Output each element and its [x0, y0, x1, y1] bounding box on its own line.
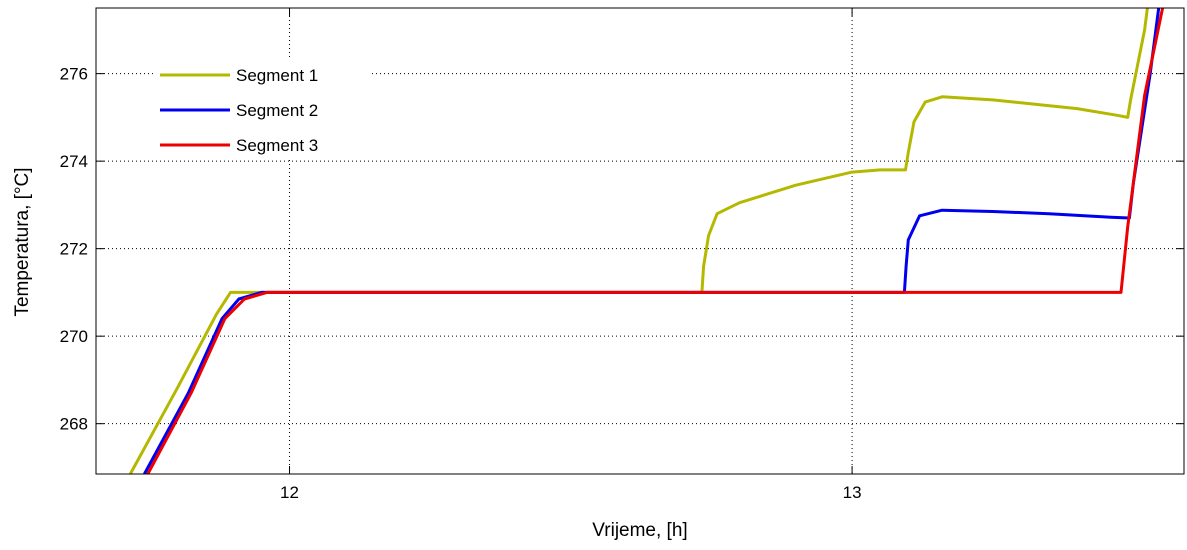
y-tick-label: 268: [60, 415, 88, 434]
legend-label-segment-2: Segment 2: [236, 101, 318, 120]
legend-label-segment-1: Segment 1: [236, 66, 318, 85]
y-tick-label: 276: [60, 65, 88, 84]
x-tick-label: 13: [843, 483, 862, 502]
series-line-segment-3: [146, 8, 1165, 474]
legend: Segment 1 Segment 2 Segment 3: [154, 60, 370, 160]
axes-box: [95, 7, 1185, 475]
y-tick-label: 274: [60, 152, 88, 171]
series-lines: [128, 8, 1165, 474]
x-tick-label: 12: [280, 483, 299, 502]
y-tick-label: 270: [60, 327, 88, 346]
y-axis-label: Temperatura, [°C]: [12, 167, 33, 316]
x-axis-label: Vrijeme, [h]: [592, 520, 687, 541]
axis-ticks: 12 13 268 270 272 274 276: [60, 8, 1184, 502]
y-tick-label: 272: [60, 240, 88, 259]
legend-label-segment-3: Segment 3: [236, 136, 318, 155]
grid-lines: [96, 8, 1184, 474]
